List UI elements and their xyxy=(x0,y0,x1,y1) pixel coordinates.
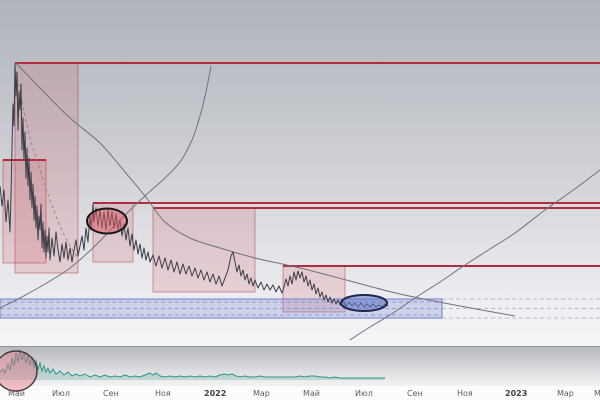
price-line-layer xyxy=(0,63,389,308)
dashed-decline-curve[interactable] xyxy=(15,71,79,259)
navigator-mini-line xyxy=(0,349,385,379)
month-label: Сен xyxy=(103,389,119,398)
month-label: Май xyxy=(8,389,25,398)
ascending-curve-right[interactable] xyxy=(349,169,600,341)
navigator-ellipse-annotation[interactable] xyxy=(0,350,38,392)
zone-left-box[interactable] xyxy=(2,159,47,264)
time-axis-row[interactable] xyxy=(0,386,600,400)
support-band-layer xyxy=(0,298,600,319)
year-label: 2022 xyxy=(204,389,226,398)
month-label: Ма xyxy=(594,389,600,398)
ascending-curve-left[interactable] xyxy=(0,65,212,309)
year-label: 2023 xyxy=(505,389,527,398)
month-label: Ноя xyxy=(155,389,171,398)
navigator-pane-background xyxy=(0,346,600,386)
time-axis-labels: Май Июл Сен Ноя 2022 Мар Май Июл Сен Ноя 2023 Мар Ма xyxy=(8,389,600,398)
month-label: Мар xyxy=(253,389,270,398)
navigator-layer xyxy=(0,349,385,392)
main-pane-background xyxy=(0,0,600,346)
navigator-mini-area xyxy=(0,350,385,380)
month-label: Май xyxy=(303,389,320,398)
trend-curves-layer xyxy=(0,61,600,341)
blue-ellipse-annotation[interactable] xyxy=(340,294,388,312)
month-label: Июл xyxy=(355,389,373,398)
month-label: Мар xyxy=(557,389,574,398)
month-label: Ноя xyxy=(457,389,473,398)
month-label: Июл xyxy=(52,389,70,398)
ellipse-annotations-layer xyxy=(86,207,388,312)
descending-curve[interactable] xyxy=(14,61,516,317)
price-line xyxy=(0,63,389,308)
zone-mid-large[interactable] xyxy=(152,207,256,293)
month-label: Сен xyxy=(407,389,423,398)
red-ellipse-annotation[interactable] xyxy=(86,207,128,235)
